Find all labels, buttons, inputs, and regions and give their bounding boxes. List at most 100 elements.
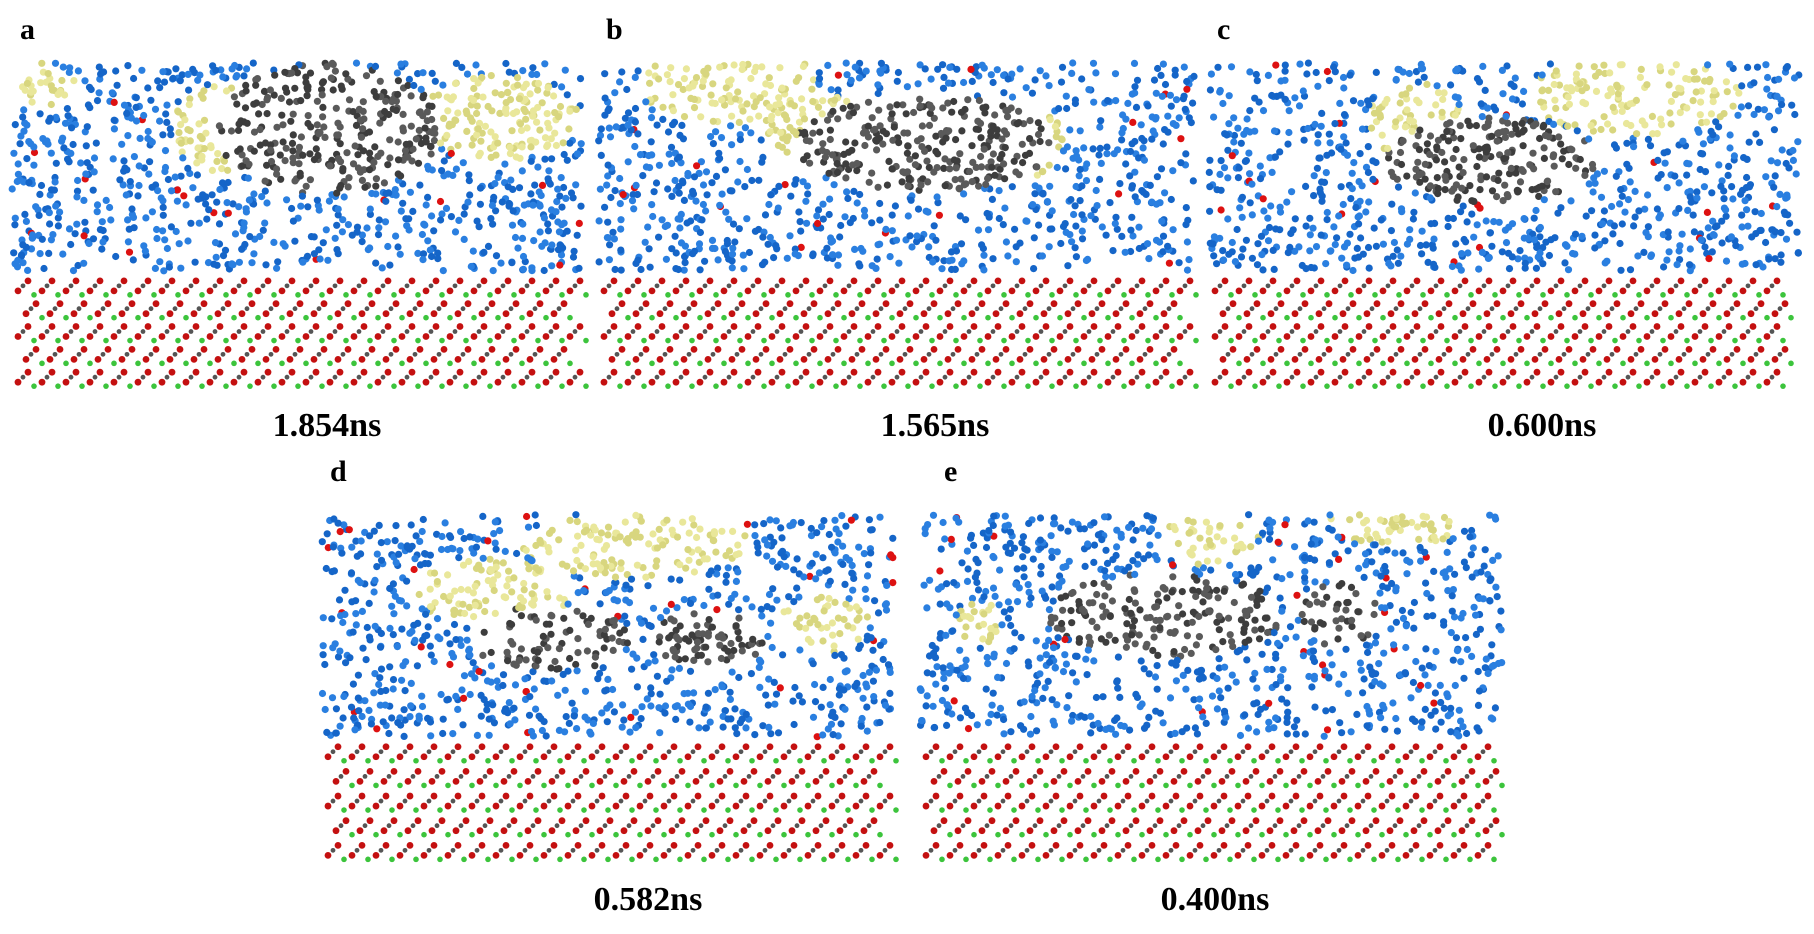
atom [940, 73, 948, 81]
oxygen [1152, 287, 1160, 295]
atom [536, 228, 544, 236]
oxygen [872, 355, 880, 363]
atom [1571, 230, 1580, 238]
oxygen [302, 378, 310, 386]
atom [1128, 182, 1136, 190]
atom [1069, 59, 1077, 67]
atom [1409, 118, 1417, 126]
atom [989, 78, 997, 87]
calcium [1684, 383, 1690, 389]
atom [52, 202, 60, 210]
atom [991, 171, 999, 179]
oxygen [240, 323, 248, 330]
carbon [686, 306, 692, 312]
atom [391, 186, 399, 194]
atom [995, 187, 1003, 195]
atom [239, 162, 247, 170]
atom [299, 151, 307, 159]
atom [273, 264, 281, 272]
atom [1451, 111, 1459, 119]
oxygen [110, 287, 118, 295]
atom [1234, 174, 1242, 182]
calcium [159, 314, 165, 321]
oxygen [1008, 287, 1016, 295]
atom [707, 133, 715, 141]
oxygen [398, 378, 406, 386]
calcium [769, 314, 775, 321]
atom [419, 69, 427, 77]
atom [475, 223, 483, 231]
calcium [1081, 314, 1087, 321]
atom [697, 158, 706, 166]
atom [1089, 59, 1098, 67]
oxygen [408, 323, 416, 330]
oxygen [922, 368, 930, 376]
carbon [188, 329, 194, 334]
oxygen [1056, 333, 1064, 340]
carbon [1385, 329, 1391, 334]
oxygen [936, 378, 944, 386]
atom [289, 131, 297, 139]
atom [932, 147, 940, 155]
atom [1579, 98, 1587, 106]
atom [1505, 265, 1514, 273]
oxygen [552, 368, 560, 376]
atom [126, 178, 134, 186]
atom [676, 215, 684, 223]
oxygen [738, 345, 746, 353]
oxygen [392, 345, 400, 353]
atom [475, 119, 484, 127]
atom [291, 237, 299, 245]
atom [392, 232, 400, 240]
calcium [785, 292, 791, 298]
oxygen [344, 345, 352, 353]
atom [829, 251, 837, 259]
atom [80, 196, 88, 204]
atom [847, 76, 855, 84]
oxygen [1427, 378, 1435, 386]
atom [428, 115, 436, 124]
atom [1667, 97, 1675, 105]
oxygen [22, 355, 30, 363]
atom [1121, 248, 1129, 256]
atom [1630, 143, 1638, 151]
atom [407, 122, 415, 130]
calcium [55, 292, 61, 298]
atom [952, 247, 961, 255]
oxygen [1475, 378, 1483, 386]
atom [27, 140, 35, 148]
atom [1592, 87, 1601, 95]
calcium [1500, 314, 1506, 321]
atom [1270, 127, 1279, 135]
carbon [1609, 306, 1615, 312]
atom [1116, 180, 1124, 188]
oxygen [1677, 277, 1685, 285]
atom [1452, 145, 1460, 154]
atom [1210, 252, 1218, 260]
atom [1340, 133, 1348, 141]
carbon [1046, 351, 1052, 357]
calcium [1332, 360, 1338, 367]
oxygen [1739, 287, 1747, 295]
atom [1283, 198, 1291, 206]
atom [1690, 228, 1698, 236]
atom [777, 129, 785, 137]
oxygen [134, 378, 142, 386]
oxygen [272, 300, 280, 308]
atom [1269, 246, 1277, 254]
atom [1097, 159, 1105, 167]
atom [1066, 126, 1074, 134]
calcium [929, 292, 935, 298]
atom [668, 245, 676, 253]
atom [967, 65, 975, 73]
atom [792, 176, 800, 184]
atom [558, 203, 566, 211]
atom [891, 202, 900, 210]
atom [1071, 202, 1079, 210]
atom [1150, 76, 1159, 84]
atom [151, 105, 160, 113]
atom [765, 74, 773, 82]
carbon [1217, 283, 1223, 289]
atom [306, 150, 314, 158]
atom [755, 112, 763, 120]
